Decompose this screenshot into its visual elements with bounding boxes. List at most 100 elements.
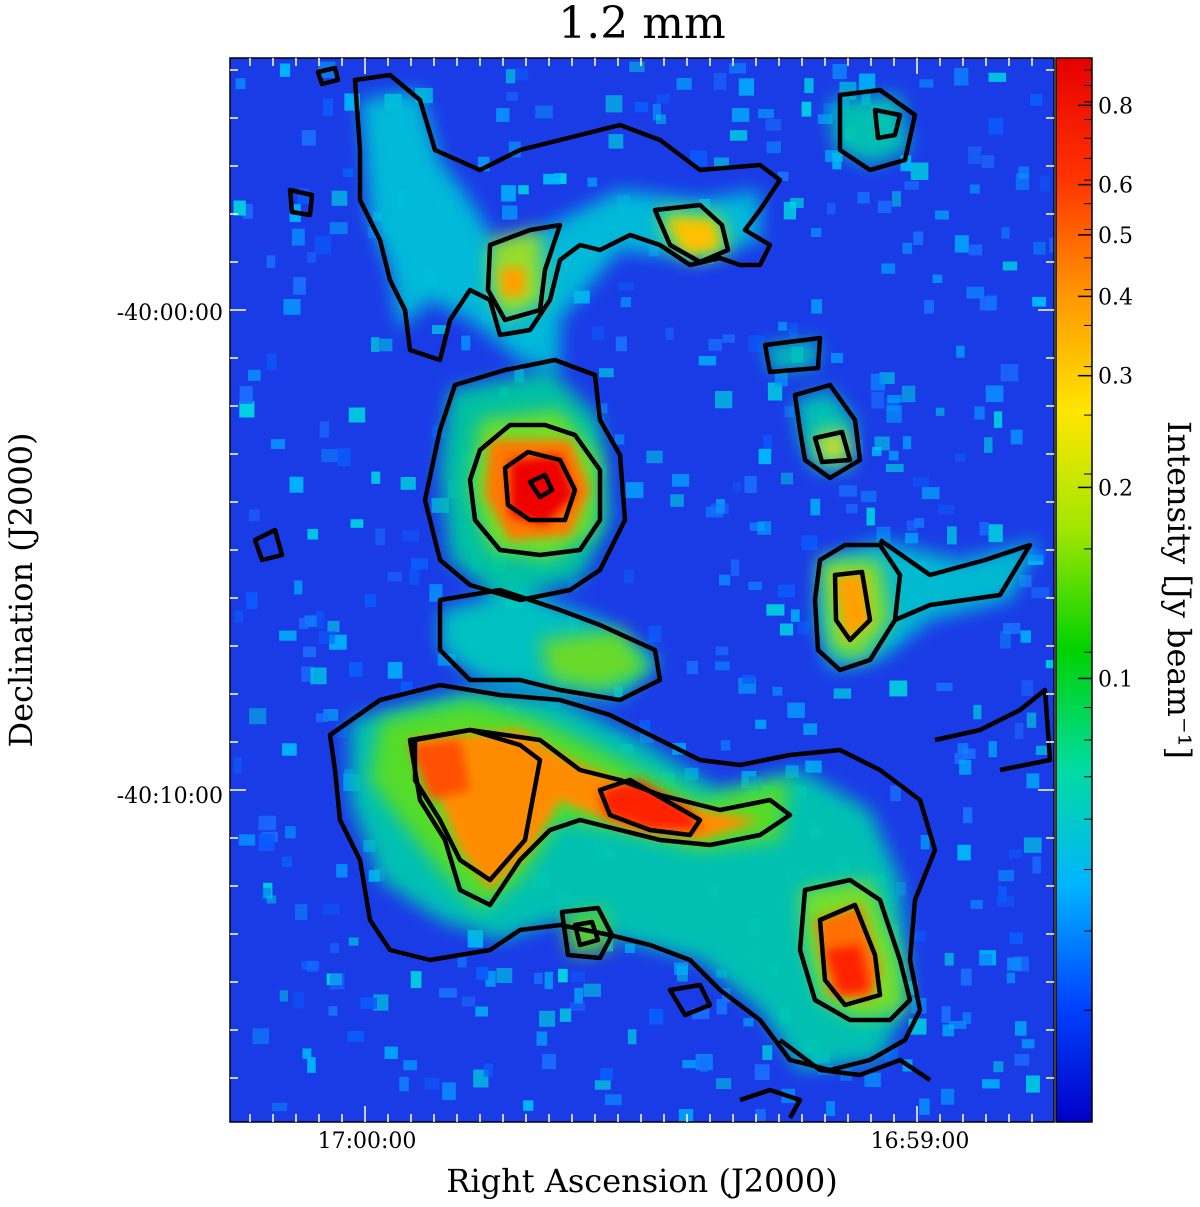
colorbar-fill xyxy=(1055,57,1093,1123)
contour-nw-speck xyxy=(315,65,341,87)
colorbar-tick-label: 0.6 xyxy=(1098,174,1133,199)
noise-pixel xyxy=(600,1068,613,1080)
noise-pixel xyxy=(387,662,403,679)
noise-pixel xyxy=(248,369,261,381)
noise-pixel xyxy=(442,1082,456,1101)
noise-pixel xyxy=(234,611,244,623)
contour-east-knot xyxy=(792,382,863,481)
contour-south-knot xyxy=(667,982,713,1018)
noise-pixel xyxy=(686,660,698,675)
noise-pixel xyxy=(755,1109,766,1121)
noise-pixel xyxy=(608,134,624,149)
noise-pixel xyxy=(874,436,890,451)
noise-pixel xyxy=(649,1008,664,1025)
noise-pixel xyxy=(941,1006,951,1023)
noise-pixel xyxy=(715,1078,732,1089)
noise-pixel xyxy=(279,630,297,641)
contours xyxy=(252,65,1053,1120)
noise-pixel xyxy=(810,498,821,516)
contour-mid-band xyxy=(437,587,663,703)
noise-pixel xyxy=(307,1057,316,1073)
noise-pixel xyxy=(954,67,969,86)
noise-pixel xyxy=(299,617,309,630)
noise-pixel xyxy=(997,886,1007,901)
noise-pixel xyxy=(496,108,510,122)
noise-pixel xyxy=(979,522,989,536)
contour-north-clump xyxy=(485,222,563,323)
noise-pixel xyxy=(331,190,348,206)
noise-pixel xyxy=(542,1053,556,1070)
noise-pixel xyxy=(748,335,766,352)
noise-pixel xyxy=(832,152,842,170)
noise-pixel xyxy=(583,983,601,997)
noise-pixel xyxy=(1033,241,1046,255)
x-axis-label: Right Ascension (J2000) xyxy=(446,1162,837,1200)
noise-pixel xyxy=(604,1094,622,1106)
noise-pixel xyxy=(877,200,892,213)
noise-pixel xyxy=(348,937,359,946)
noise-pixel xyxy=(599,368,614,378)
noise-pixel xyxy=(568,578,579,592)
noise-pixel xyxy=(888,450,899,461)
contour-outer-north xyxy=(352,72,783,363)
noise-pixel xyxy=(947,526,957,545)
noise-pixel xyxy=(594,1080,611,1090)
noise-pixel xyxy=(968,146,982,164)
colorbar-tick-label: 0.1 xyxy=(1098,667,1133,692)
noise-pixel xyxy=(932,274,943,283)
noise-pixel xyxy=(906,520,918,531)
noise-pixel xyxy=(337,448,351,467)
noise-pixel xyxy=(318,630,336,644)
noise-pixel xyxy=(960,968,972,986)
noise-pixel xyxy=(483,1063,493,1077)
noise-pixel xyxy=(347,1030,364,1042)
colorbar-tick-label: 0.4 xyxy=(1098,285,1133,310)
noise-pixel xyxy=(233,756,242,774)
noise-pixel xyxy=(1019,575,1032,588)
noise-pixel xyxy=(944,952,954,966)
noise-pixel xyxy=(235,78,246,90)
noise-pixel xyxy=(948,1021,967,1029)
noise-pixel xyxy=(988,741,997,758)
noise-pixel xyxy=(536,1031,548,1046)
contour-east-ridge xyxy=(878,538,1033,623)
noise-pixel xyxy=(742,674,756,684)
noise-pixel xyxy=(364,594,377,608)
noise-pixel xyxy=(283,299,301,315)
noise-pixel xyxy=(1009,849,1023,859)
noise-pixel xyxy=(303,646,316,658)
noise-pixel xyxy=(1009,932,1023,944)
noise-pixel xyxy=(322,904,340,915)
noise-pixel xyxy=(409,569,420,586)
noise-pixel xyxy=(316,713,328,723)
noise-pixel xyxy=(239,386,253,404)
noise-pixel xyxy=(375,528,385,546)
noise-pixel xyxy=(998,870,1015,882)
noise-pixel xyxy=(1020,630,1031,643)
noise-pixel xyxy=(969,184,980,194)
noise-pixel xyxy=(327,620,340,633)
noise-pixel xyxy=(744,476,757,493)
noise-pixel xyxy=(627,1029,637,1045)
noise-pixel xyxy=(790,609,800,622)
colorbar-tick-label: 0.8 xyxy=(1098,94,1133,119)
noise-pixel xyxy=(1028,549,1046,562)
noise-pixel xyxy=(285,826,296,839)
noise-pixel xyxy=(371,471,381,484)
noise-pixel xyxy=(1014,1054,1030,1066)
noise-pixel xyxy=(811,299,823,314)
noise-pixel xyxy=(957,743,969,754)
noise-pixel xyxy=(400,681,413,696)
noise-pixel xyxy=(410,971,422,989)
noise-pixel xyxy=(266,255,276,268)
noise-pixel xyxy=(955,453,966,463)
noise-pixel xyxy=(866,507,875,526)
map-frame xyxy=(229,57,1055,1123)
noise-pixel xyxy=(716,999,728,1015)
noise-pixel xyxy=(587,177,598,187)
noise-pixel xyxy=(797,621,810,635)
noise-pixel xyxy=(981,155,995,168)
noise-pixel xyxy=(678,1109,694,1122)
contour-ne-top xyxy=(837,87,918,173)
x-tick-label: 17:00:00 xyxy=(318,1129,417,1154)
